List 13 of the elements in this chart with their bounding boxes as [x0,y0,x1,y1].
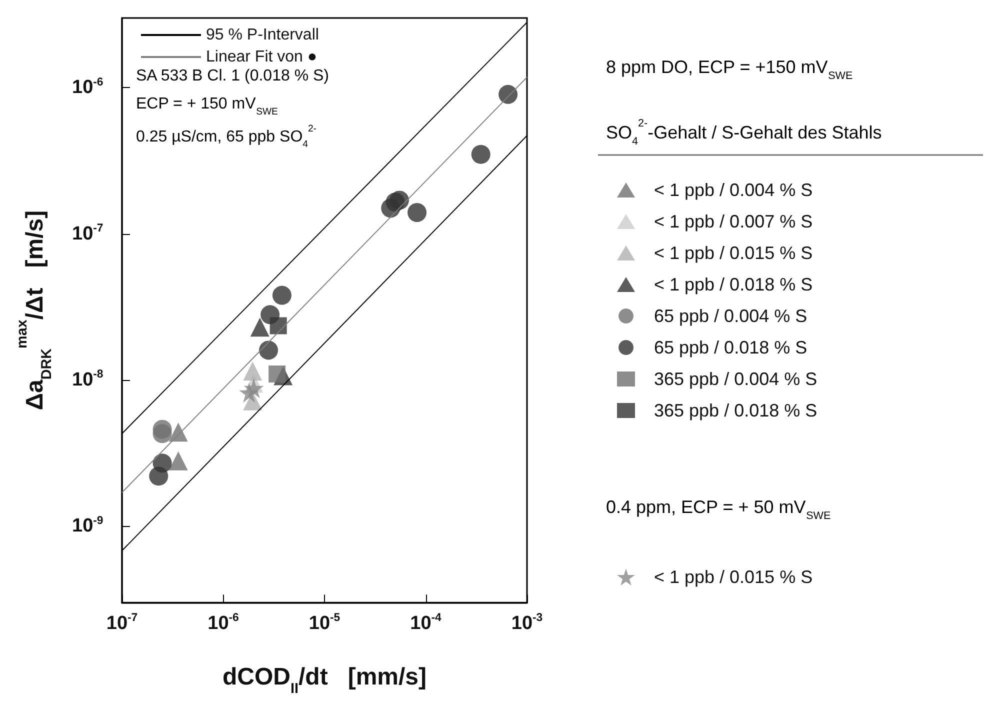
annotation: SA 533 B Cl. 1 (0.018 % S) [136,68,329,84]
legend-label: < 1 ppb / 0.018 % S [654,274,813,294]
legend-label: 365 ppb / 0.018 % S [654,400,818,420]
legend-label: < 1 ppb / 0.004 % S [654,180,813,200]
legend-label: 95 % P-Intervall [206,26,319,44]
legend-label: Linear Fit von ● [206,48,318,66]
legend-label: 65 ppb / 0.004 % S [654,306,808,326]
legend-label: < 1 ppb / 0.015 % S [654,567,813,587]
legend-label: 65 ppb / 0.018 % S [654,338,808,358]
legend-label: < 1 ppb / 0.007 % S [654,212,813,232]
legend-label: 365 ppb / 0.004 % S [654,369,818,389]
y-axis-title: ΔaDRKmax/Δt [m/s] [14,210,55,410]
legend-label: < 1 ppb / 0.015 % S [654,243,813,263]
